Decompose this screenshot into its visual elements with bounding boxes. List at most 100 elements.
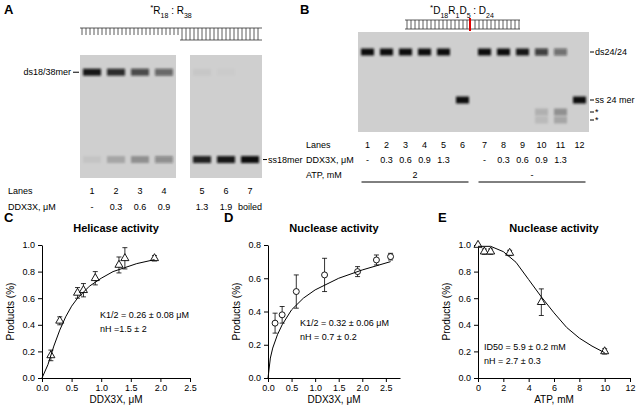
x-tick-mark — [386, 378, 387, 382]
x-tick-label: 2.5 — [184, 383, 197, 393]
x-tick-mark — [339, 378, 340, 382]
y-tick: 0.4 — [22, 320, 42, 330]
gel-band — [418, 97, 431, 104]
y-tick: 0.8 — [248, 240, 268, 250]
gel-band — [399, 97, 412, 104]
gel-band — [241, 156, 259, 163]
lane-number: 7 — [247, 186, 252, 196]
data-point — [150, 254, 158, 261]
x-tick: 4 — [527, 378, 532, 393]
x-tick-mark — [101, 378, 102, 382]
band-label: ds24/24 — [595, 47, 627, 57]
gel-band — [437, 49, 450, 56]
condition-value: 0.3 — [497, 155, 510, 165]
fit-annotation: K1/2 = 0.32 ± 0.06 μM — [300, 318, 389, 328]
row-label: DDX3X, μM — [8, 202, 56, 212]
lane-number: 6 — [223, 186, 228, 196]
gel-band — [437, 117, 450, 124]
gel-band — [554, 109, 567, 116]
gel-band — [217, 156, 235, 163]
x-tick-mark — [554, 378, 555, 382]
condition-value: 0.9 — [535, 155, 548, 165]
y-tick: 0.8 — [22, 267, 42, 277]
condition-value: - — [531, 170, 534, 180]
y-tick-label: 0.8 — [458, 267, 471, 277]
y-tick-mark — [264, 345, 268, 346]
gel-band — [131, 69, 149, 76]
gel-band — [554, 117, 567, 124]
chart-panel: ENuclease activity0246810120.00.20.40.60… — [438, 210, 636, 405]
x-tick: 2.0 — [155, 378, 168, 393]
error-bar — [374, 255, 379, 265]
chart-title: Helicase activity — [73, 222, 159, 234]
panel-letter: B — [300, 2, 309, 17]
y-axis-line — [268, 246, 269, 379]
data-point — [293, 289, 299, 295]
x-tick: 12 — [625, 378, 635, 393]
gel-band — [399, 117, 412, 124]
x-tick-label: 0.0 — [36, 383, 49, 393]
x-tick-label: 0.5 — [286, 383, 299, 393]
gel-band — [217, 69, 235, 76]
x-tick: 6 — [552, 378, 557, 393]
y-tick-label: 0.6 — [248, 274, 261, 284]
y-axis-line — [42, 246, 43, 379]
gel-band — [535, 97, 548, 104]
x-tick-label: 10 — [600, 383, 610, 393]
y-tick-label: 0.6 — [458, 294, 471, 304]
y-tick-mark — [38, 245, 42, 246]
band-pointer — [590, 100, 594, 101]
x-tick-mark — [315, 378, 316, 382]
condition-value: boiled — [238, 202, 262, 212]
y-tick-mark — [474, 298, 478, 299]
x-tick-label: 2.5 — [380, 383, 393, 393]
condition-value: 2 — [412, 170, 417, 180]
band-pointer — [590, 120, 594, 121]
lane-number: 11 — [556, 140, 565, 150]
y-tick-mark — [264, 245, 268, 246]
x-tick: 2 — [501, 378, 506, 393]
gel-band — [437, 109, 450, 116]
lane-number: 4 — [161, 186, 166, 196]
row-label: DDX3X, μM — [306, 155, 354, 165]
y-tick: 0.2 — [458, 347, 478, 357]
data-point — [388, 254, 394, 260]
x-tick-label: 0.5 — [66, 383, 79, 393]
y-tick-label: 0.6 — [22, 294, 35, 304]
gel-band — [380, 109, 393, 116]
x-tick: 0.0 — [262, 378, 275, 393]
gel-band — [478, 109, 491, 116]
x-tick-mark — [160, 378, 161, 382]
gel-band — [516, 117, 529, 124]
y-tick-mark — [474, 272, 478, 273]
y-tick-label: 0.4 — [458, 320, 471, 330]
y-tick-mark — [38, 351, 42, 352]
gel-band — [361, 109, 374, 116]
lane-number: 4 — [422, 140, 427, 150]
lane-number: 1 — [89, 186, 94, 196]
lane-number: 9 — [520, 140, 525, 150]
y-tick-mark — [264, 312, 268, 313]
x-axis-title: ATP, mM — [534, 394, 574, 405]
band-pointer — [590, 112, 594, 113]
gel-band — [456, 109, 469, 116]
gel-background — [80, 55, 176, 178]
row-label: Lanes — [306, 140, 331, 150]
gel-band — [361, 117, 374, 124]
y-tick: 0.0 — [22, 373, 42, 383]
gel-band — [399, 49, 412, 56]
fit-annotation: nH = 2.7 ± 0.3 — [484, 356, 541, 366]
fit-curve — [268, 262, 391, 378]
gel-band — [83, 69, 101, 76]
x-tick-mark — [72, 378, 73, 382]
condition-value: 0.6 — [399, 155, 412, 165]
condition-value: - — [483, 155, 486, 165]
data-point — [279, 312, 285, 318]
y-tick: 0.6 — [458, 294, 478, 304]
x-tick-label: 0.0 — [262, 383, 275, 393]
chart-title: Nuclease activity — [289, 222, 379, 234]
lane-number: 6 — [460, 140, 465, 150]
y-tick-label: 0.0 — [22, 373, 35, 383]
y-tick-label: 0.2 — [22, 347, 35, 357]
x-tick: 1.0 — [95, 378, 108, 393]
